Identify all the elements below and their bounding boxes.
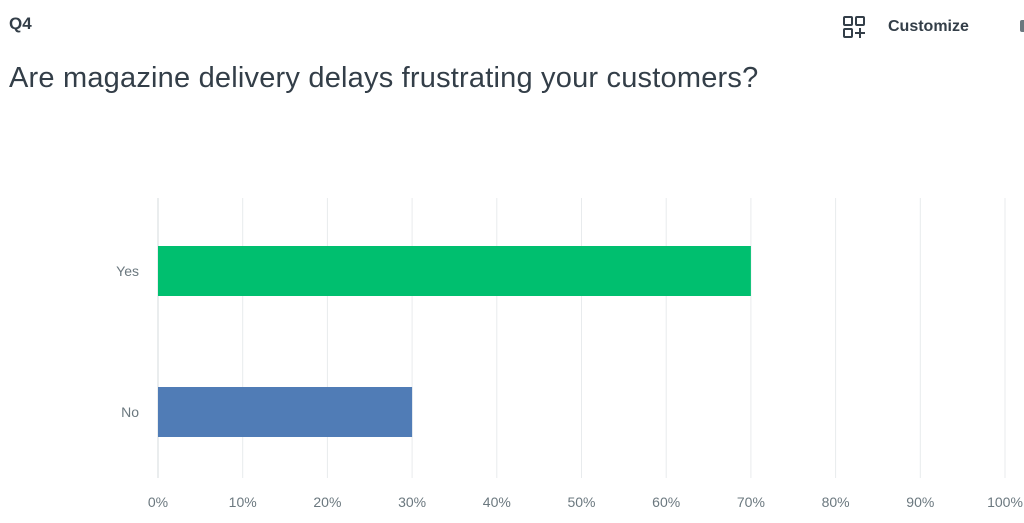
x-tick-label: 50%	[567, 494, 595, 510]
add-widget-icon	[843, 16, 865, 38]
category-label: No	[121, 404, 139, 420]
x-tick-label: 60%	[652, 494, 680, 510]
x-tick-label: 30%	[398, 494, 426, 510]
customize-label: Customize	[888, 18, 969, 35]
question-number: Q4	[9, 14, 32, 33]
bar-yes[interactable]	[158, 246, 751, 296]
x-tick-label: 70%	[737, 494, 765, 510]
x-tick-label: 90%	[906, 494, 934, 510]
category-label: Yes	[116, 263, 139, 279]
x-tick-label: 20%	[313, 494, 341, 510]
bar-no[interactable]	[158, 387, 413, 437]
x-tick-label: 40%	[483, 494, 511, 510]
x-tick-label: 100%	[987, 494, 1023, 510]
x-tick-label: 0%	[148, 494, 168, 510]
x-tick-label: 80%	[822, 494, 850, 510]
question-title: Are magazine delivery delays frustrating…	[9, 62, 759, 94]
x-tick-label: 10%	[229, 494, 257, 510]
overflow-icon[interactable]	[1012, 18, 1024, 36]
customize-button[interactable]: Customize	[842, 14, 969, 40]
